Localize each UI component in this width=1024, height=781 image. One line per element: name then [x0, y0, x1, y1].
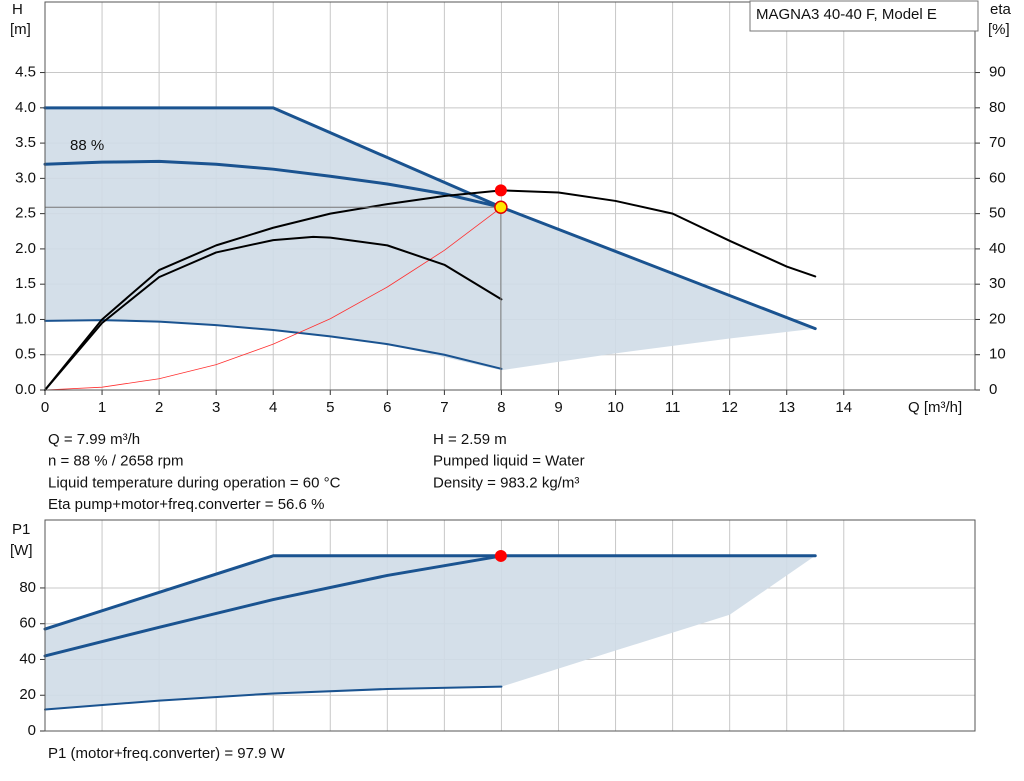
info-text: Eta pump+motor+freq.converter = 56.6 % [48, 496, 324, 513]
y2-tick-label: 30 [989, 275, 1006, 292]
area [45, 555, 816, 710]
y-tick-label: 80 [19, 579, 36, 596]
y-tick-label: 0.0 [15, 381, 36, 398]
plot: 0 1 2 3 4 5 6 7 8 9 10 11 12 13 140.00.51.01.52.02.53.… [15, 1, 1006, 416]
y-tick-label: 0.5 [15, 346, 36, 363]
x-tick-label: 14 [835, 399, 852, 416]
x-tick-label: 11 [665, 399, 681, 416]
x-tick-label: 12 [721, 399, 738, 416]
x-tick-label: 4 [269, 399, 277, 416]
info-text: Q = 7.99 m³/h [48, 431, 140, 448]
x-tick-label: 13 [778, 399, 795, 416]
x-tick-label: 0 [41, 399, 49, 416]
chart-title: MAGNA3 40-40 F, Model E [756, 6, 937, 23]
annotation: 88 % [70, 137, 104, 154]
x-tick-label: 1 [98, 399, 106, 416]
info-text: Liquid temperature during operation = 60… [48, 474, 341, 491]
y-axis-label: H [12, 1, 23, 18]
y-tick-label: 1.5 [15, 275, 36, 292]
y-tick-label: 3.5 [15, 134, 36, 151]
info-text: n = 88 % / 2658 rpm [48, 453, 184, 470]
plot-frame [44, 1, 976, 391]
x-tick-label: 5 [326, 399, 334, 416]
x-tick-label: 7 [440, 399, 448, 416]
y2-tick-label: 70 [989, 134, 1006, 151]
info-text: Pumped liquid = Water [433, 453, 585, 470]
y-axis-unit: [m] [10, 21, 31, 38]
y2-tick-label: 80 [989, 99, 1006, 116]
title-frame [749, 0, 979, 32]
y-tick-label: 3.0 [15, 169, 36, 186]
title-box: MAGNA3 40-40 F, Model E [749, 0, 979, 32]
curve [44, 235, 503, 391]
x-tick-label: 9 [554, 399, 562, 416]
curve [43, 106, 817, 331]
curve [44, 189, 817, 391]
y-tick-label: 40 [19, 650, 36, 667]
area [45, 107, 816, 371]
y-tick-label: 2.0 [15, 240, 36, 257]
y-tick-label: 2.5 [15, 205, 36, 222]
x-tick-label: 8 [497, 399, 505, 416]
info-text: H = 2.59 m [433, 431, 507, 448]
y2-tick-label: 60 [989, 169, 1006, 186]
curve [43, 554, 503, 658]
x-axis-label: Q [m³/h] [908, 399, 962, 416]
curve [44, 685, 503, 711]
y-axis-unit: [W] [10, 542, 33, 559]
operating-point [494, 184, 507, 197]
curve [44, 319, 503, 370]
y2-axis-unit: [%] [988, 21, 1010, 38]
y2-tick-label: 0 [989, 381, 997, 398]
y-tick-label: 60 [19, 615, 36, 632]
y2-axis-label: eta [990, 1, 1012, 18]
y-axis-label: P1 [12, 521, 30, 538]
y-tick-label: 4.0 [15, 99, 36, 116]
y-tick-label: 1.0 [15, 310, 36, 327]
y2-tick-label: 10 [989, 346, 1006, 363]
x-tick-label: 3 [212, 399, 220, 416]
y2-tick-label: 20 [989, 310, 1006, 327]
y-tick-label: 0 [28, 722, 36, 739]
operating-point [494, 200, 508, 215]
info-text: Density = 983.2 kg/m³ [433, 474, 579, 491]
operating-point [494, 549, 507, 562]
note: P1 (motor+freq.converter) = 97.9 W [48, 745, 286, 762]
y-tick-label: 20 [19, 686, 36, 703]
plot: 0 20 40 60 80 [19, 519, 976, 739]
background: 0 1 2 3 4 5 6 7 8 9 10 11 12 13 140.00.51.01.52.02.53.… [15, 1, 1006, 739]
curve [44, 206, 502, 391]
x-tick-label: 2 [155, 399, 163, 416]
curve [43, 159, 503, 209]
x-tick-label: 10 [607, 399, 624, 416]
y-tick-label: 4.5 [15, 64, 36, 81]
curve [43, 554, 817, 631]
plot-frame [44, 519, 976, 732]
y2-tick-label: 40 [989, 240, 1006, 257]
y2-tick-label: 50 [989, 205, 1006, 222]
y2-tick-label: 90 [989, 64, 1006, 81]
x-tick-label: 6 [383, 399, 391, 416]
